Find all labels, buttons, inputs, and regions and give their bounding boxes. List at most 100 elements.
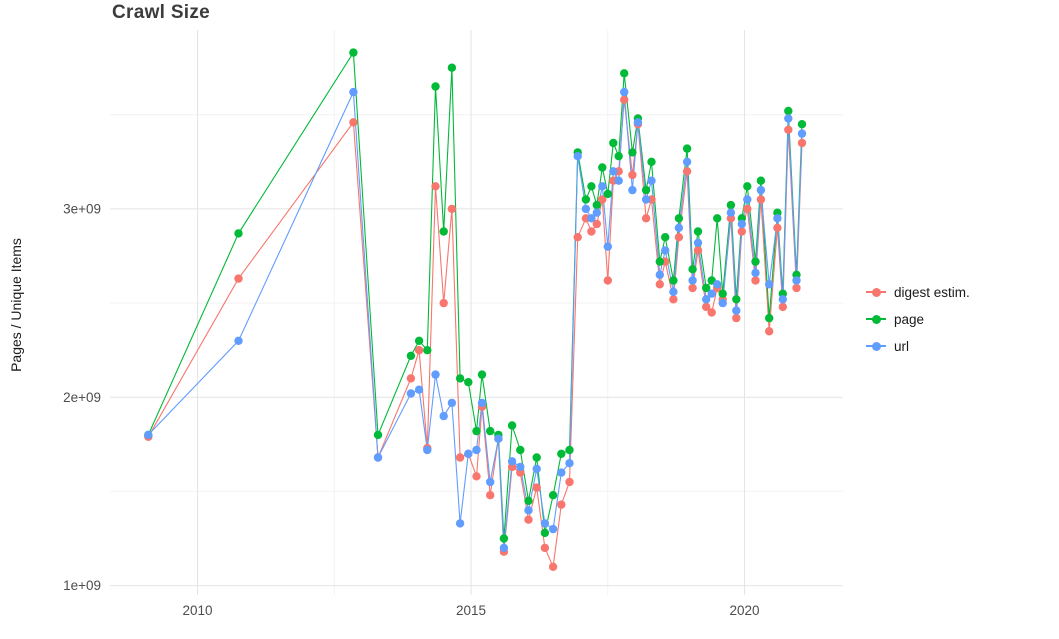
data-point-digest-estim- — [603, 276, 612, 285]
data-point-url — [587, 214, 596, 223]
data-point-url — [674, 223, 684, 232]
data-point-url — [592, 208, 601, 217]
data-point-url — [598, 182, 607, 191]
data-point-page — [464, 378, 473, 387]
data-point-page — [540, 528, 550, 538]
data-point-page — [447, 63, 457, 72]
data-point-digest-estim- — [641, 214, 651, 223]
data-point-url — [765, 280, 774, 289]
data-point-digest-estim- — [486, 491, 495, 500]
legend-item-url: url — [866, 337, 970, 355]
chart-title: Crawl Size — [112, 2, 211, 23]
data-point-digest-estim- — [765, 327, 774, 336]
legend: digest estim. page url — [866, 283, 970, 355]
data-point-digest-estim- — [674, 233, 684, 242]
data-point-digest-estim- — [702, 302, 711, 312]
series-line-digest-estim- — [147, 99, 803, 569]
data-point-page — [532, 453, 541, 462]
data-point-page — [713, 214, 722, 223]
data-point-page — [557, 449, 566, 458]
data-point-page — [732, 295, 741, 304]
data-point-url — [614, 176, 623, 185]
data-point-page — [784, 106, 793, 116]
data-point-page — [406, 351, 416, 360]
data-point-page — [641, 185, 651, 195]
data-point-digest-estim- — [472, 472, 481, 481]
data-point-digest-estim- — [573, 233, 582, 242]
data-point-page — [431, 82, 440, 91]
data-point-digest-estim- — [532, 483, 541, 492]
data-point-url — [726, 208, 736, 217]
data-point-url — [603, 242, 612, 251]
x-tick-label: 2015 — [456, 603, 486, 618]
data-point-digest-estim- — [707, 308, 716, 317]
data-point-url — [373, 453, 383, 462]
data-point-page — [414, 336, 424, 345]
legend-item-digest-estim: digest estim. — [866, 283, 970, 301]
data-point-page — [455, 374, 465, 383]
data-point-url — [628, 185, 637, 195]
data-point-page — [751, 257, 760, 266]
data-point-page — [477, 370, 487, 379]
y-tick-label: 3e+09 — [63, 201, 101, 216]
data-point-url — [548, 524, 558, 534]
data-point-digest-estim- — [693, 246, 703, 255]
data-point-url — [682, 157, 692, 166]
data-point-digest-estim- — [628, 170, 637, 180]
data-point-url — [540, 519, 550, 528]
data-point-url — [349, 87, 358, 97]
data-point-url — [507, 457, 517, 466]
data-point-url — [751, 268, 760, 278]
data-point-page — [234, 229, 243, 238]
data-point-digest-estim- — [732, 313, 741, 323]
data-point-url — [647, 176, 656, 185]
data-point-digest-estim- — [439, 298, 448, 308]
data-point-url — [797, 129, 807, 138]
data-point-url — [661, 246, 670, 255]
data-point-url — [688, 276, 697, 285]
data-point-digest-estim- — [455, 453, 465, 462]
data-point-page — [592, 200, 601, 210]
data-point-url — [784, 114, 793, 123]
data-point-url — [234, 336, 243, 345]
legend-dot-swatch — [872, 342, 881, 351]
data-point-url — [486, 477, 495, 487]
data-point-page — [598, 163, 607, 172]
data-point-page — [743, 182, 752, 191]
data-point-digest-estim- — [414, 346, 424, 355]
data-point-url — [743, 195, 752, 204]
data-point-page — [472, 426, 481, 436]
data-point-page — [499, 534, 509, 543]
data-point-page — [726, 200, 736, 210]
data-point-digest-estim- — [669, 295, 678, 304]
data-point-page — [603, 189, 612, 199]
data-point-url — [414, 385, 424, 394]
data-point-url — [557, 468, 566, 477]
legend-key-page — [866, 310, 886, 328]
data-point-digest-estim- — [598, 195, 607, 204]
legend-item-page: page — [866, 310, 970, 328]
data-point-page — [565, 445, 574, 455]
data-point-digest-estim- — [447, 204, 457, 214]
data-point-page — [688, 265, 697, 274]
data-point-page — [423, 346, 432, 355]
data-point-page — [620, 69, 629, 78]
data-point-url — [581, 204, 591, 214]
series-line-page — [147, 50, 803, 539]
data-point-digest-estim- — [540, 543, 550, 553]
data-point-digest-estim- — [688, 283, 697, 293]
legend-dot-swatch — [872, 315, 881, 324]
data-point-url — [516, 462, 525, 472]
data-point-digest-estim- — [557, 500, 566, 509]
data-point-page — [756, 176, 766, 185]
data-point-url — [713, 280, 722, 289]
data-point-page — [581, 195, 591, 204]
data-point-digest-estim- — [751, 276, 760, 285]
data-point-digest-estim- — [620, 95, 629, 104]
data-point-url — [702, 295, 711, 304]
y-axis-title: Pages / Unique Items — [8, 238, 24, 372]
data-point-url — [573, 152, 582, 161]
data-point-page — [507, 421, 517, 430]
